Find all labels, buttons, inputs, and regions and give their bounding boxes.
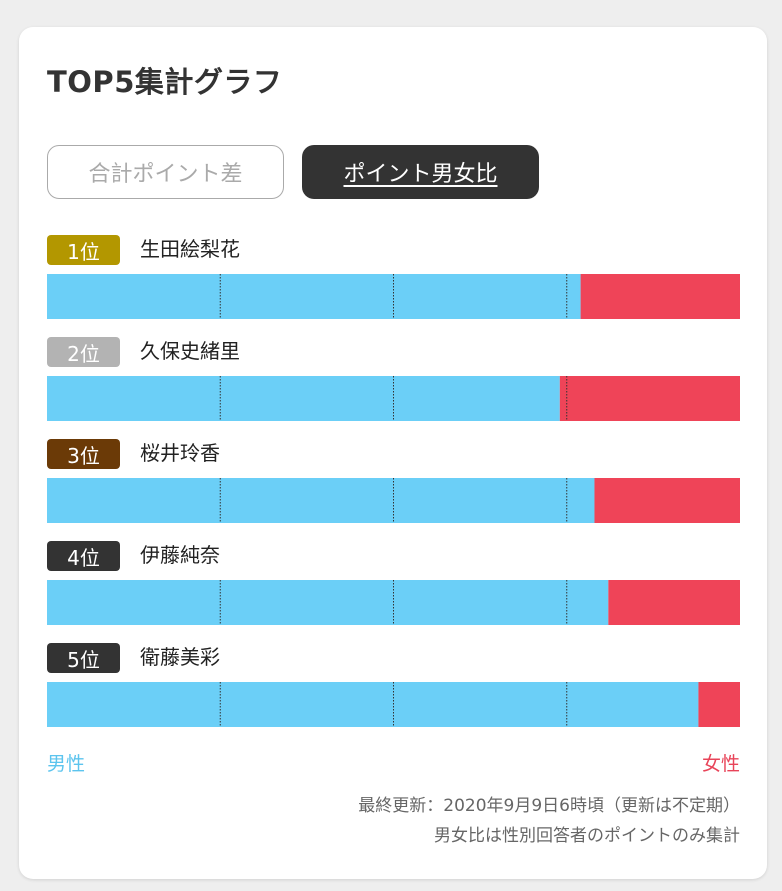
bar-segment-male	[47, 478, 595, 523]
rank-row: 4位 伊藤純奈	[47, 541, 740, 631]
rank-badge: 3位	[47, 439, 120, 469]
bar-segment-female	[698, 682, 740, 727]
bar-segment-male	[47, 580, 609, 625]
rank-row: 1位 生田絵梨花	[47, 235, 740, 325]
ratio-bar	[47, 376, 740, 421]
rank-row: 2位 久保史緒里	[47, 337, 740, 427]
ratio-bar	[47, 580, 740, 625]
bar-segment-female	[608, 580, 740, 625]
ratio-bar	[47, 478, 740, 523]
member-name: 桜井玲香	[140, 441, 220, 465]
bar-segment-female	[580, 274, 740, 319]
last-updated-note: 最終更新：2020年9月9日6時頃（更新は不定期）	[358, 796, 740, 816]
rank-badge: 5位	[47, 643, 120, 673]
rank-badge: 1位	[47, 235, 120, 265]
legend-male: 男性	[47, 753, 86, 775]
bar-segment-male	[47, 274, 581, 319]
bar-segment-male	[47, 682, 699, 727]
bar-segment-female	[594, 478, 740, 523]
chart-card: TOP5集計グラフ 合計ポイント差 ポイント男女比 1位 生田絵梨花 2位 久保史緒里…	[19, 27, 767, 879]
bar-segment-female	[559, 376, 740, 421]
member-name: 伊藤純奈	[140, 543, 220, 567]
chart-title: TOP5集計グラフ	[47, 65, 283, 99]
ratio-bar	[47, 682, 740, 727]
member-name: 衛藤美彩	[140, 645, 220, 669]
rank-badge: 4位	[47, 541, 120, 571]
rank-row: 5位 衛藤美彩	[47, 643, 740, 733]
method-note: 男女比は性別回答者のポイントのみ集計	[434, 826, 740, 846]
member-name: 久保史緒里	[140, 339, 240, 363]
member-name: 生田絵梨花	[140, 237, 240, 261]
tab-total-point-diff[interactable]: 合計ポイント差	[47, 145, 284, 199]
legend-female: 女性	[701, 753, 740, 775]
tab-gender-ratio[interactable]: ポイント男女比	[302, 145, 539, 199]
rank-row: 3位 桜井玲香	[47, 439, 740, 529]
rank-badge: 2位	[47, 337, 120, 367]
ratio-bar	[47, 274, 740, 319]
bar-segment-male	[47, 376, 560, 421]
